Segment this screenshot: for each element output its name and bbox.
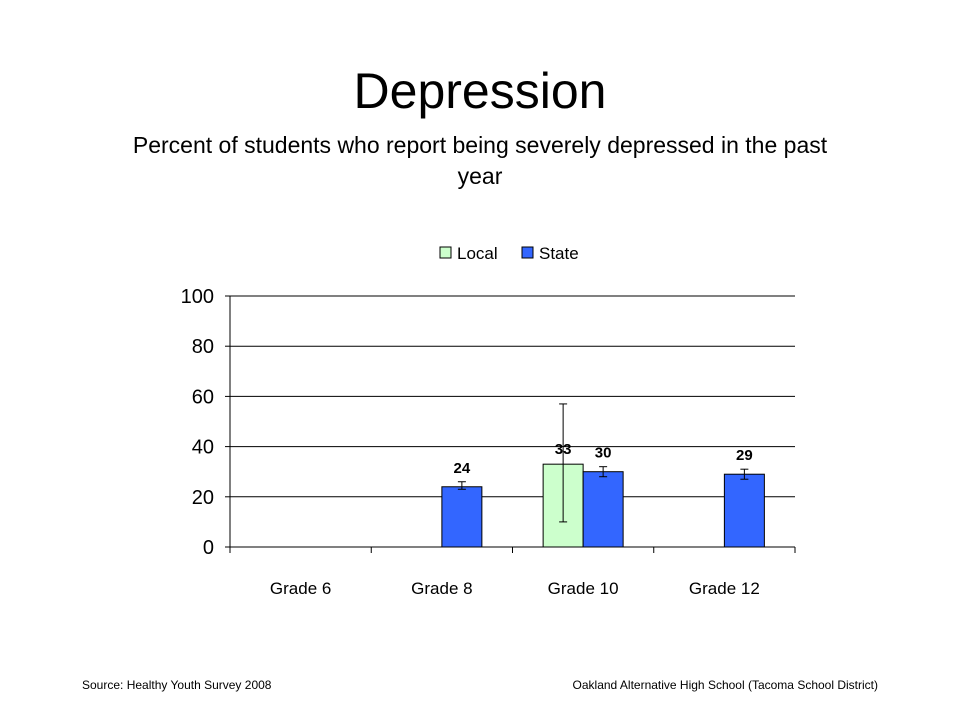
source-note: Source: Healthy Youth Survey 2008 <box>82 678 272 692</box>
y-tick-label: 60 <box>192 386 214 408</box>
chart-title: Depression <box>353 63 607 119</box>
x-tick-label: Grade 6 <box>270 579 331 598</box>
data-label: 29 <box>736 447 753 464</box>
y-tick-label: 40 <box>192 437 214 459</box>
bar-state <box>582 471 624 548</box>
y-tick-label: 80 <box>192 336 214 358</box>
x-tick-label: Grade 10 <box>548 579 619 598</box>
y-tick-label: 100 <box>181 286 214 308</box>
legend-swatch-local <box>439 246 452 259</box>
data-label: 33 <box>555 441 572 458</box>
data-label: 30 <box>595 445 612 462</box>
x-tick-label: Grade 8 <box>411 579 472 598</box>
y-tick-label: 20 <box>192 487 214 509</box>
legend-label: Local <box>457 244 498 263</box>
x-tick-label: Grade 12 <box>689 579 760 598</box>
y-tick-label: 0 <box>203 537 214 559</box>
legend-label: State <box>539 244 579 263</box>
bar-state <box>723 473 765 548</box>
legend-swatch-state <box>521 246 534 259</box>
data-label: 24 <box>454 460 471 477</box>
school-note: Oakland Alternative High School (Tacoma … <box>572 678 878 692</box>
chart-subtitle: Percent of students who report being sev… <box>132 132 828 189</box>
bar-state <box>441 486 483 548</box>
